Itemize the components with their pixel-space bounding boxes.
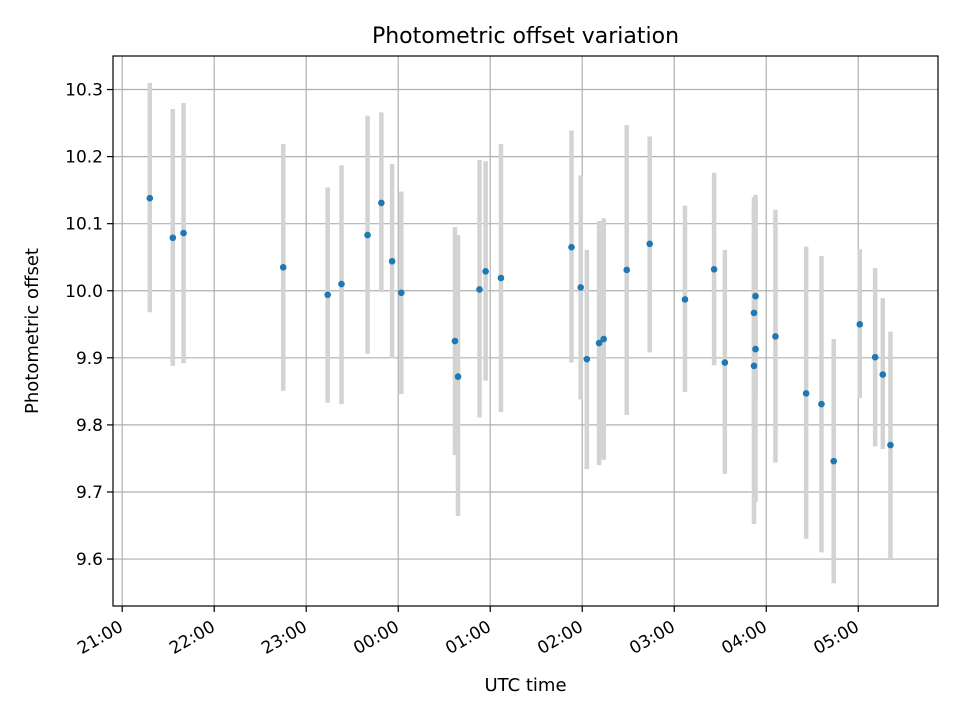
data-point: [752, 292, 759, 300]
data-point: [818, 400, 825, 408]
data-point: [710, 265, 718, 273]
data-point: [454, 373, 462, 380]
data-point: [583, 355, 591, 363]
data-point: [595, 339, 603, 347]
data-point: [772, 333, 779, 340]
x-axis-label: UTC time: [484, 675, 566, 696]
data-point: [338, 280, 345, 288]
data-point: [324, 291, 331, 299]
data-point: [180, 229, 187, 237]
data-point: [577, 284, 585, 291]
data-point: [752, 345, 759, 353]
data-point: [364, 231, 371, 239]
data-point: [279, 263, 287, 271]
y-tick-label: 9.7: [76, 483, 103, 503]
grid-lines: [113, 56, 938, 606]
data-point: [750, 309, 758, 317]
data-point: [721, 359, 729, 366]
y-tick-label: 9.9: [76, 349, 103, 369]
y-axis-label: Photometric offset: [22, 248, 43, 414]
data-point: [476, 286, 483, 293]
data-points: [146, 194, 894, 465]
y-tick-label: 10.2: [65, 148, 103, 168]
data-point: [623, 266, 631, 274]
data-point: [681, 296, 689, 303]
data-point: [146, 194, 154, 202]
data-point: [378, 199, 385, 207]
data-point: [802, 390, 810, 397]
data-point: [388, 257, 396, 265]
data-point: [750, 362, 758, 370]
y-tick-label: 9.8: [76, 416, 103, 436]
data-point: [600, 335, 608, 343]
y-axis-ticks: 9.6 9.7 9.8 9.9 10.0 10.1 10.2 10.3: [65, 81, 113, 570]
data-point: [830, 457, 838, 465]
data-point: [568, 243, 575, 251]
chart-title: Photometric offset variation: [372, 24, 679, 49]
data-point: [856, 320, 864, 328]
data-point: [397, 289, 405, 297]
data-point: [169, 234, 177, 242]
y-tick-label: 10.3: [65, 81, 103, 101]
data-point: [887, 441, 894, 449]
y-tick-label: 10.1: [65, 215, 103, 235]
data-point: [451, 337, 459, 345]
data-point: [497, 274, 505, 282]
y-tick-label: 10.0: [65, 282, 103, 302]
plot-frame: [112, 55, 939, 607]
data-point: [482, 268, 489, 275]
data-point: [646, 240, 654, 248]
y-tick-label: 9.6: [76, 550, 103, 570]
data-point: [871, 353, 879, 361]
data-point: [879, 371, 887, 378]
